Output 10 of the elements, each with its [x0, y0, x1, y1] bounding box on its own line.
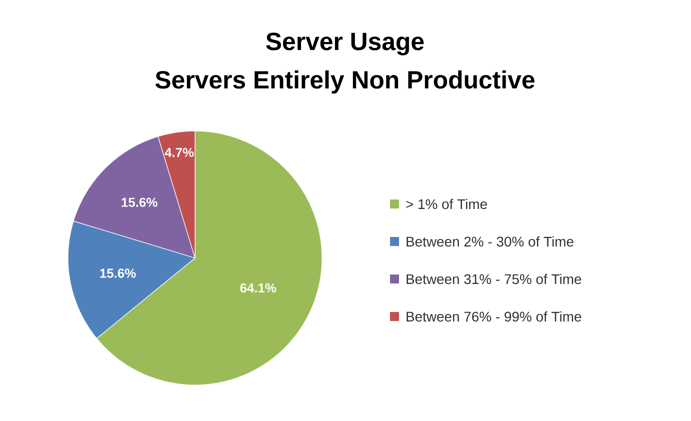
data-label: 4.7%	[164, 148, 194, 158]
data-label: 64.1%	[240, 283, 276, 293]
legend-label: Between 76% - 99% of Time	[406, 311, 582, 322]
chart-subtitle: Servers Entirely Non Productive	[155, 70, 534, 94]
data-label: 15.6%	[100, 268, 136, 278]
legend-label: Between 31% - 75% of Time	[406, 274, 582, 284]
legend-label: Between 2% - 30% of Time	[406, 236, 574, 247]
data-label: 15.6%	[122, 198, 158, 207]
legend-label: > 1% of Time	[406, 198, 487, 210]
chart-title: Server Usage	[266, 32, 424, 56]
